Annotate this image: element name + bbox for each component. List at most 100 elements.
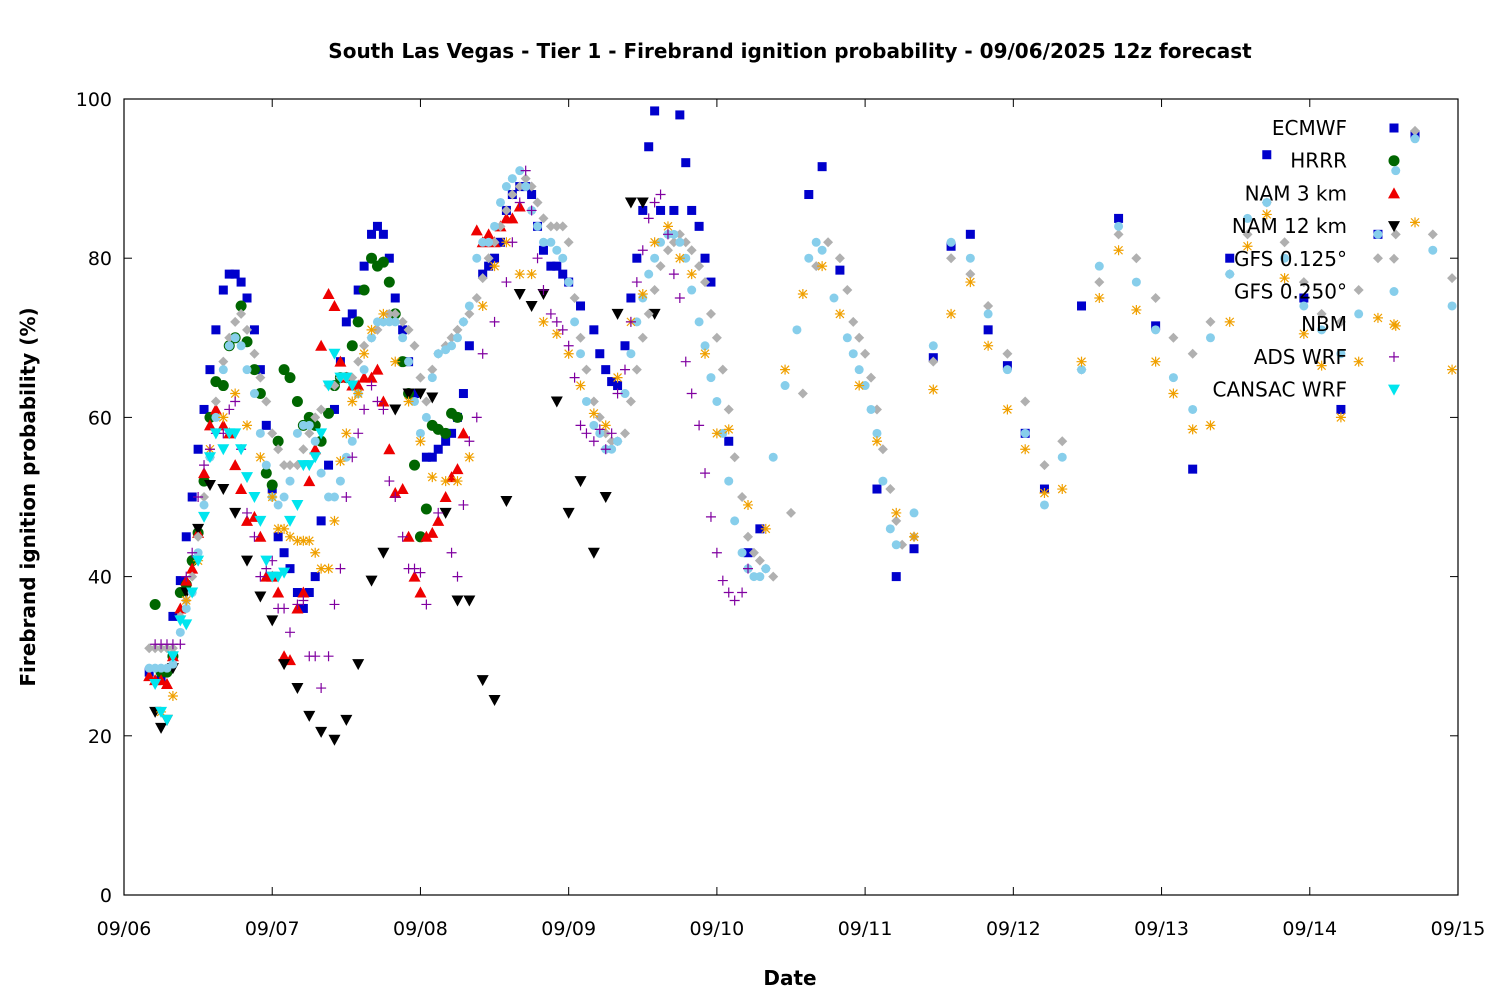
- data-point: [588, 408, 599, 419]
- data-point: [409, 459, 421, 471]
- series-gfs-0-125-: [144, 125, 1458, 654]
- data-point: [341, 317, 351, 327]
- data-point: [304, 535, 315, 546]
- legend-marker: [1389, 123, 1399, 133]
- data-point: [426, 392, 439, 404]
- data-point: [854, 365, 864, 375]
- data-point: [278, 659, 291, 671]
- data-point: [372, 221, 382, 231]
- data-point: [606, 428, 617, 439]
- data-point: [1335, 316, 1346, 327]
- data-point: [624, 197, 637, 209]
- data-point: [433, 507, 444, 518]
- data-point: [694, 261, 705, 272]
- plot-frame: [123, 98, 1459, 896]
- data-point: [891, 572, 901, 582]
- data-point: [304, 588, 314, 598]
- data-point: [390, 317, 400, 327]
- data-point: [842, 285, 853, 296]
- data-point: [711, 547, 722, 558]
- data-point: [1427, 229, 1438, 240]
- data-point: [729, 595, 740, 606]
- data-point: [218, 285, 228, 295]
- data-point: [724, 436, 734, 446]
- data-point: [860, 381, 870, 391]
- data-point: [316, 683, 327, 694]
- data-point: [711, 428, 722, 439]
- data-point: [626, 349, 636, 359]
- legend-marker: [1389, 253, 1399, 264]
- data-point: [198, 511, 211, 523]
- data-point: [410, 389, 420, 399]
- x-tick-label: 09/10: [690, 918, 745, 940]
- data-point: [477, 348, 488, 359]
- data-point: [352, 659, 365, 671]
- data-point: [1168, 388, 1179, 399]
- legend-marker: [1388, 384, 1400, 396]
- data-point: [507, 174, 517, 184]
- data-point: [273, 523, 284, 534]
- data-point: [347, 452, 358, 463]
- data-point: [811, 237, 821, 247]
- data-point: [310, 412, 321, 423]
- data-point: [316, 404, 327, 415]
- data-point: [285, 564, 295, 574]
- data-point: [372, 396, 383, 407]
- data-point: [576, 349, 586, 359]
- data-point: [631, 364, 642, 375]
- data-point: [687, 285, 697, 295]
- data-point: [817, 261, 828, 272]
- data-point: [1262, 150, 1272, 160]
- data-point: [397, 316, 408, 327]
- data-point: [675, 110, 685, 120]
- data-point: [1317, 325, 1327, 335]
- data-point: [829, 293, 839, 303]
- data-point: [589, 420, 599, 430]
- data-point: [686, 388, 697, 399]
- data-point: [643, 213, 654, 224]
- data-point: [235, 444, 248, 456]
- data-point: [515, 166, 525, 176]
- data-point: [669, 229, 679, 239]
- data-point: [414, 388, 427, 400]
- data-point: [854, 380, 865, 391]
- data-point: [378, 404, 389, 415]
- data-point: [254, 515, 267, 527]
- data-point: [292, 588, 302, 598]
- data-point: [298, 535, 309, 546]
- data-point: [279, 492, 289, 502]
- data-point: [983, 340, 994, 351]
- data-point: [700, 253, 710, 263]
- data-point: [409, 340, 420, 351]
- data-point: [1225, 253, 1235, 263]
- data-point: [965, 229, 975, 239]
- data-point: [464, 452, 475, 463]
- data-point: [1039, 460, 1050, 471]
- legend-label: GFS 0.125°: [1234, 247, 1347, 271]
- legend-marker: [1388, 187, 1400, 199]
- data-point: [755, 524, 765, 534]
- data-point: [668, 269, 679, 280]
- data-point: [367, 229, 377, 239]
- data-point: [804, 253, 814, 263]
- data-point: [415, 436, 426, 447]
- data-point: [217, 444, 230, 456]
- data-point: [1262, 197, 1272, 207]
- data-point: [203, 480, 216, 492]
- data-point: [507, 189, 518, 200]
- data-point: [420, 503, 432, 515]
- data-point: [203, 419, 216, 431]
- data-point: [501, 182, 511, 192]
- data-point: [261, 460, 271, 470]
- data-point: [404, 357, 414, 367]
- data-point: [501, 237, 512, 248]
- data-point: [193, 444, 203, 454]
- data-point: [230, 269, 240, 279]
- data-point: [149, 598, 161, 610]
- legend-label: CANSAC WRF: [1212, 378, 1347, 402]
- data-point: [353, 388, 364, 399]
- data-point: [315, 726, 328, 738]
- data-point: [415, 428, 425, 438]
- data-point: [439, 491, 452, 502]
